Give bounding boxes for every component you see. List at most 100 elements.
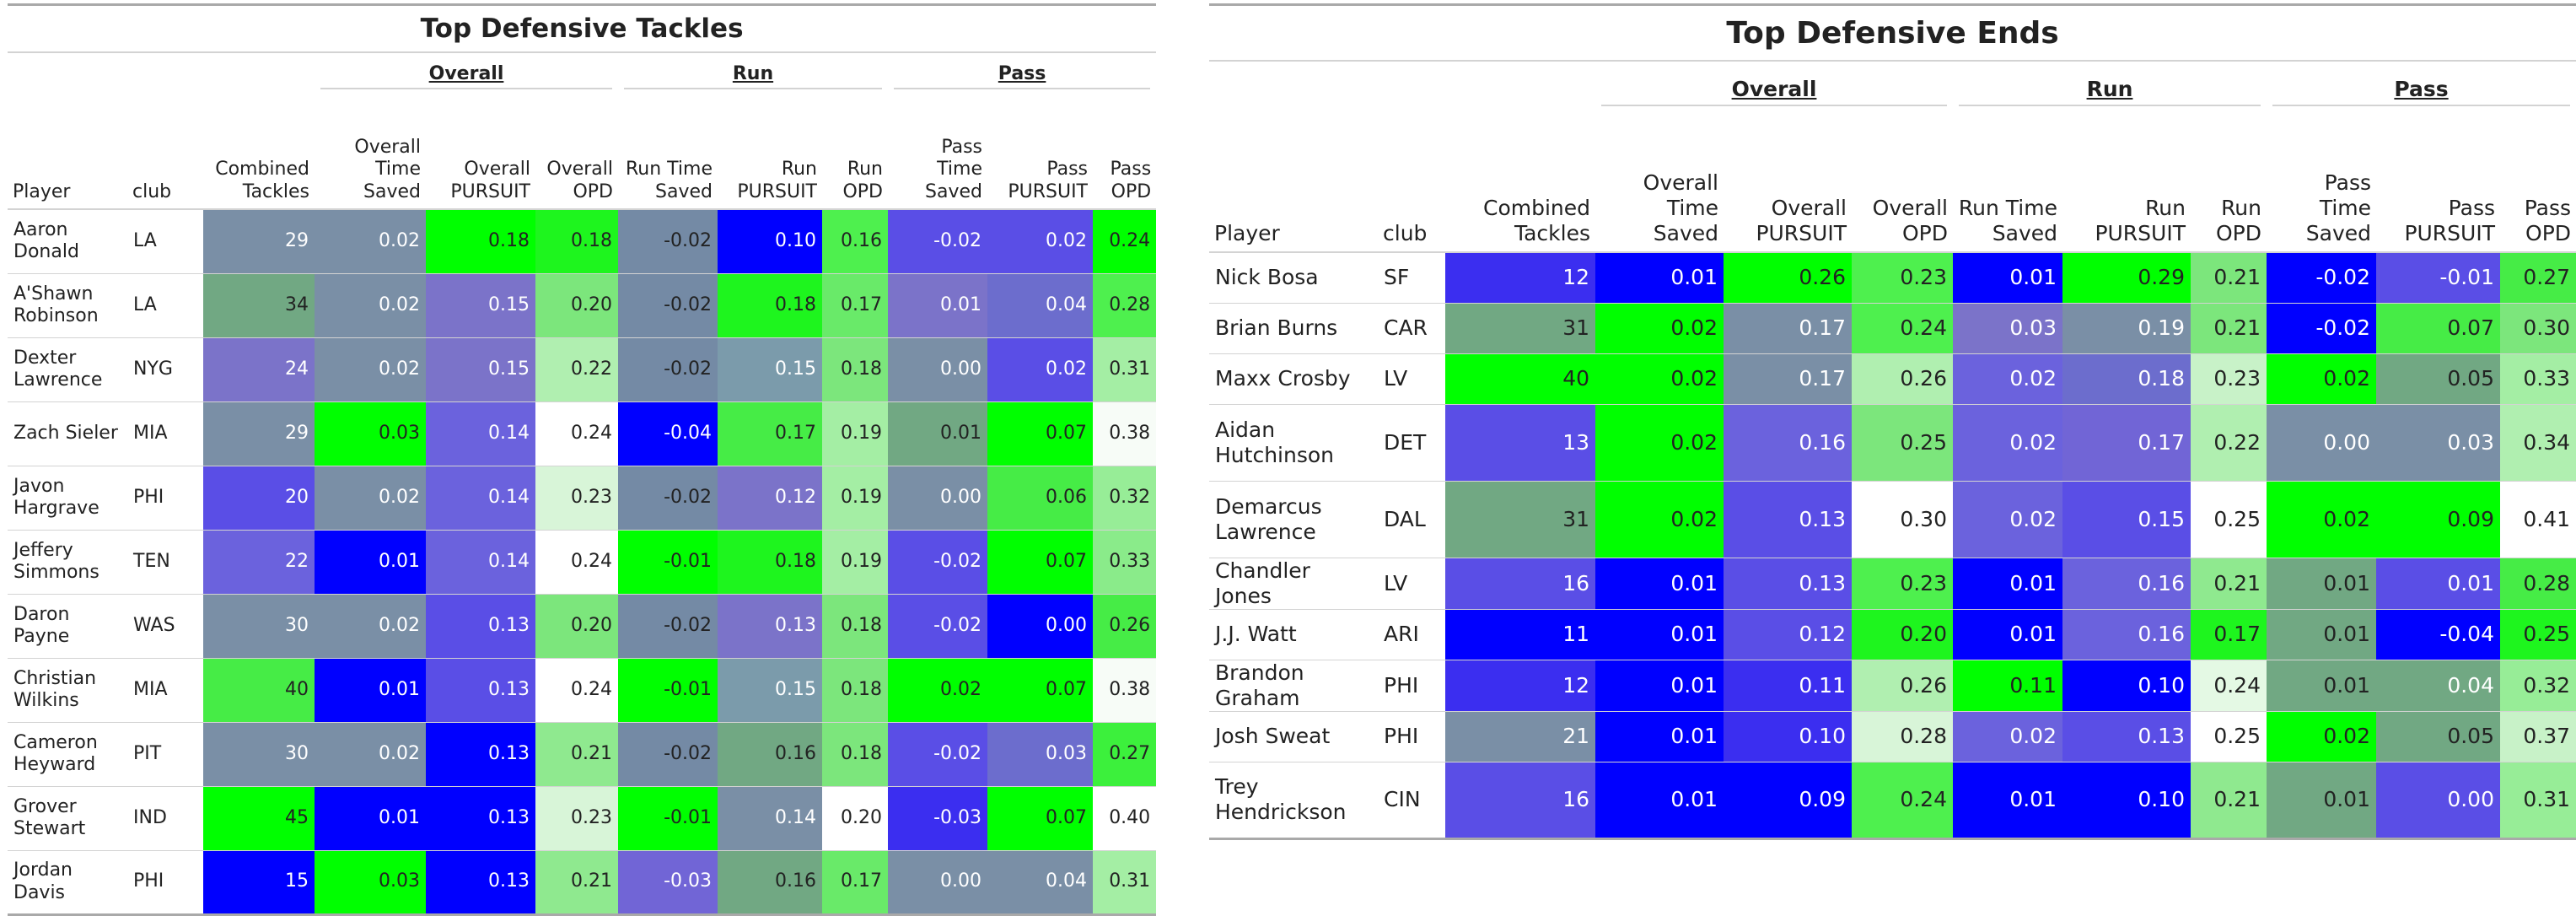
club-code: DAL	[1378, 481, 1445, 558]
stat-cell: 0.02	[2267, 711, 2376, 762]
stat-cell: 0.24	[535, 401, 618, 466]
column-header: Pass PURSUIT	[987, 90, 1093, 210]
stat-cell: 0.28	[2500, 558, 2576, 610]
stat-cell: 12	[1445, 660, 1595, 712]
club-code: PIT	[127, 722, 203, 787]
stat-cell: 0.18	[822, 337, 888, 402]
stat-cell: 0.23	[535, 466, 618, 531]
stat-cell: 0.15	[718, 337, 822, 402]
table-row: J.J. Watt ARI 11 0.01 0.12 0.20 0.01 0.16 0.17 0.…	[1209, 609, 2576, 660]
table-row: Brian Burns CAR 31 0.02 0.17 0.24 0.03 0.19 0.21…	[1209, 303, 2576, 354]
stat-cell: -0.02	[618, 466, 718, 531]
stat-cell: 0.24	[1852, 762, 1953, 839]
stat-cell: 0.05	[2376, 711, 2500, 762]
stat-cell: 0.19	[822, 530, 888, 595]
stat-cell: 0.32	[1093, 466, 1157, 531]
stat-cell: 0.03	[315, 401, 426, 466]
player-name: Demarcus Lawrence	[1209, 481, 1378, 558]
stat-cell: 0.13	[718, 594, 822, 659]
stat-cell: 0.00	[888, 337, 987, 402]
stat-cell: 0.19	[2062, 303, 2191, 354]
column-header: Player	[8, 90, 127, 210]
stat-cell: 0.02	[987, 209, 1093, 274]
player-name: Javon Hargrave	[8, 466, 127, 531]
stat-cell: 0.13	[426, 786, 535, 851]
player-name: Grover Stewart	[8, 786, 127, 851]
stat-cell: 0.01	[315, 658, 426, 723]
column-header: Pass Time Saved	[2267, 107, 2376, 253]
defensive-ends-table: Top Defensive Ends Overall Run Pass Play…	[1209, 3, 2576, 840]
column-header: Pass Time Saved	[888, 90, 987, 210]
stat-cell: 0.11	[1953, 660, 2062, 712]
stat-cell: 0.24	[1852, 303, 1953, 354]
column-header: Run PURSUIT	[2062, 107, 2191, 253]
stat-cell: 34	[203, 273, 315, 338]
stat-cell: 24	[203, 337, 315, 402]
stat-cell: 0.33	[1093, 530, 1157, 595]
club-code: CAR	[1378, 303, 1445, 354]
column-header: Run OPD	[822, 90, 888, 210]
table-row: A'Shawn Robinson LA 34 0.02 0.15 0.20 -0.02 0.1…	[8, 273, 1157, 338]
club-code: MIA	[127, 401, 203, 466]
stat-cell: -0.01	[618, 530, 718, 595]
stat-cell: 0.05	[2376, 353, 2500, 405]
stat-cell: 0.34	[2500, 404, 2576, 482]
stat-cell: 16	[1445, 762, 1595, 839]
stat-cell: 0.25	[2191, 711, 2267, 762]
stat-cell: 22	[203, 530, 315, 595]
stat-cell: 0.13	[426, 850, 535, 915]
stat-cell: 0.41	[2500, 481, 2576, 558]
stat-cell: 0.02	[315, 594, 426, 659]
stat-cell: 0.02	[315, 209, 426, 274]
club-code: CIN	[1378, 762, 1445, 839]
club-code: LA	[127, 209, 203, 274]
stat-cell: 29	[203, 209, 315, 274]
stat-cell: 0.00	[2267, 404, 2376, 482]
stat-cell: 0.12	[1724, 609, 1852, 660]
player-name: Aaron Donald	[8, 209, 127, 274]
stat-cell: 0.01	[1953, 252, 2062, 304]
table-row: Aaron Donald LA 29 0.02 0.18 0.18 -0.02 0.10 0.1…	[8, 209, 1157, 274]
stat-cell: 40	[1445, 353, 1595, 405]
stat-cell: 0.11	[1724, 660, 1852, 712]
stat-cell: 0.27	[1093, 722, 1157, 787]
stat-cell: 0.01	[1953, 762, 2062, 839]
stat-cell: 0.22	[2191, 404, 2267, 482]
column-header: Combined Tackles	[1445, 107, 1595, 253]
stat-cell: -0.01	[618, 658, 718, 723]
stat-cell: 0.02	[1953, 481, 2062, 558]
stat-cell: 0.02	[1595, 353, 1724, 405]
stat-cell: 0.30	[1852, 481, 1953, 558]
stat-cell: 0.02	[1953, 353, 2062, 405]
column-header: Pass OPD	[1093, 90, 1157, 210]
stat-cell: 0.26	[1852, 353, 1953, 405]
column-header: club	[127, 90, 203, 210]
stat-cell: 0.18	[535, 209, 618, 274]
stat-cell: 0.31	[2500, 762, 2576, 839]
column-header: Run PURSUIT	[718, 90, 822, 210]
table-row: Jeffery Simmons TEN 22 0.01 0.14 0.24 -0.01 0.1…	[8, 530, 1157, 595]
player-name: Nick Bosa	[1209, 252, 1378, 304]
stat-cell: 0.01	[1595, 609, 1724, 660]
stat-cell: -0.04	[2376, 609, 2500, 660]
stat-cell: 0.02	[987, 337, 1093, 402]
stat-cell: 16	[1445, 558, 1595, 610]
table-row: Maxx Crosby LV 40 0.02 0.17 0.26 0.02 0.18 0.23 0…	[1209, 353, 2576, 405]
stat-cell: 0.15	[2062, 481, 2191, 558]
table-title: Top Defensive Ends	[1209, 3, 2576, 62]
stat-cell: 0.15	[426, 337, 535, 402]
stat-cell: 0.07	[987, 786, 1093, 851]
stat-cell: 0.03	[315, 850, 426, 915]
column-header: Run Time Saved	[618, 90, 718, 210]
stat-cell: 0.20	[1852, 609, 1953, 660]
stat-cell: 0.01	[2376, 558, 2500, 610]
stat-cell: 0.16	[718, 722, 822, 787]
stat-cell: 0.15	[426, 273, 535, 338]
stat-cell: -0.01	[618, 786, 718, 851]
stat-cell: 0.30	[2500, 303, 2576, 354]
stat-cell: 0.23	[1852, 558, 1953, 610]
table-row: Josh Sweat PHI 21 0.01 0.10 0.28 0.02 0.13 0.25 0…	[1209, 711, 2576, 762]
stat-cell: 0.31	[1093, 337, 1157, 402]
stat-cell: 0.23	[2191, 353, 2267, 405]
spanner-pass: Pass	[2267, 61, 2576, 107]
